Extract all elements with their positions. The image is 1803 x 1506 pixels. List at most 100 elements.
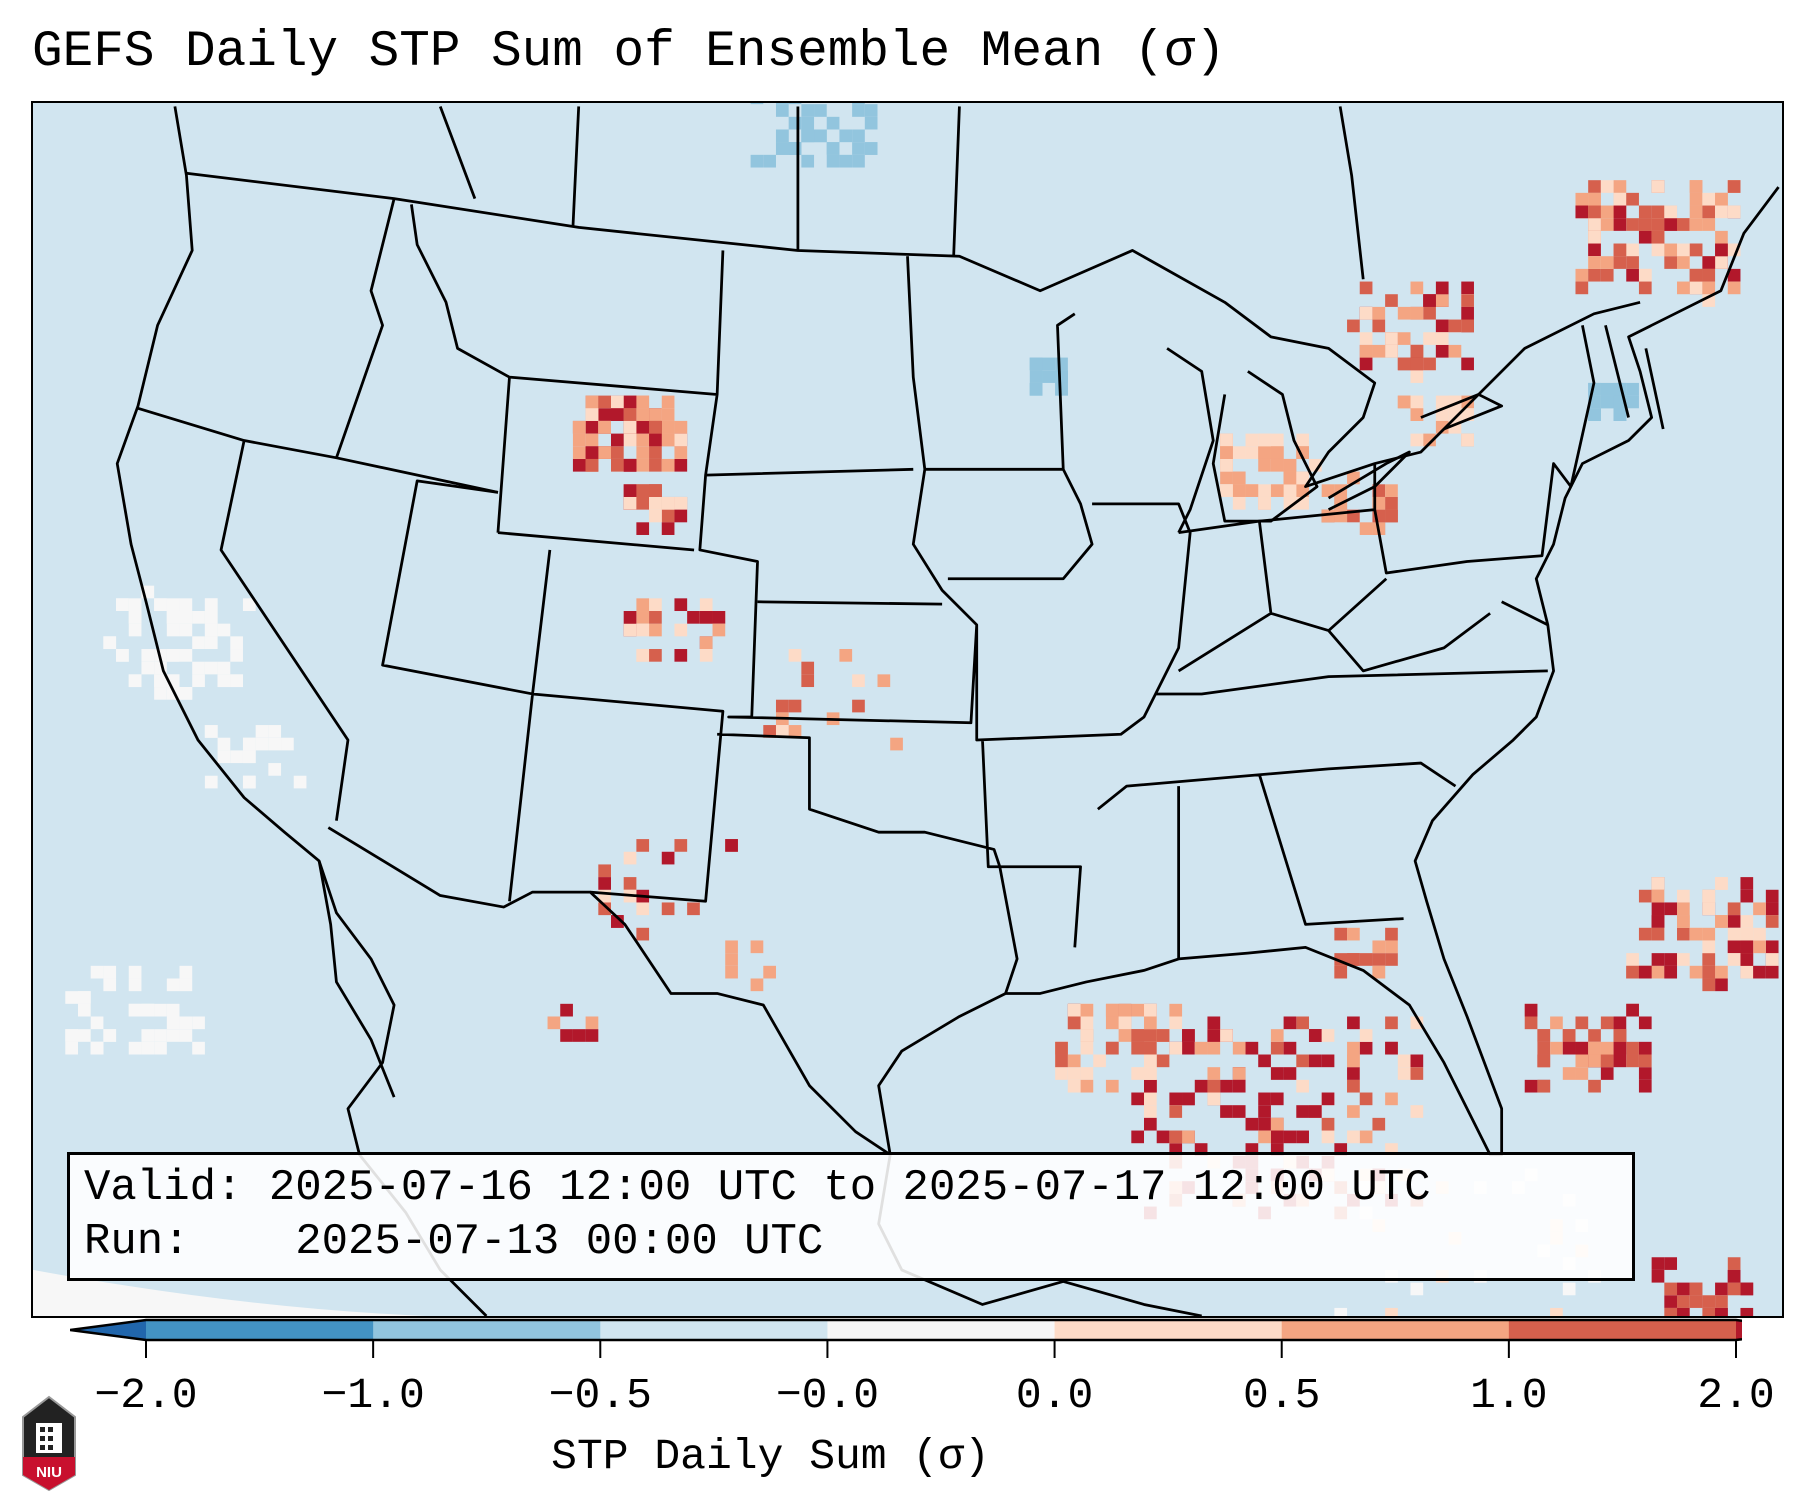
stp-cell [1638,965,1652,979]
stp-cell [1715,915,1728,928]
stp-cell [611,446,624,459]
stp-cell [1727,205,1741,219]
stp-cell [1740,877,1754,890]
stp-cell [1093,1054,1106,1068]
stp-cell [801,129,815,143]
stp-cell [1156,1029,1170,1042]
stp-cell [1410,433,1424,447]
colorbar-tick-label: −2.0 [94,1371,198,1420]
stp-cell [1727,180,1741,193]
stp-cell [1677,953,1690,966]
stp-cell [1702,965,1716,979]
stp-cell [1347,1016,1360,1030]
stp-cell [242,598,256,612]
stp-cell [1588,268,1601,282]
stp-cell [1270,433,1284,447]
stp-cell [1182,1092,1195,1106]
stp-cell [560,1003,573,1017]
stp-cell [852,129,865,143]
stp-cell [1689,218,1703,231]
stp-cell [1461,357,1474,371]
stp-cell [1562,1067,1576,1080]
stp-cell [1105,1041,1119,1055]
stp-cell [839,129,853,143]
valid-time-box: Valid: 2025-07-16 12:00 UTC to 2025-07-1… [67,1152,1635,1281]
stp-cell [1397,395,1411,409]
stp-cell [128,978,142,992]
stp-cell [1613,1054,1627,1068]
stp-cell [674,598,688,612]
colorbar-tick-label: 2.0 [1697,1371,1775,1420]
stp-cell [1524,1003,1538,1017]
stp-cell [1385,1016,1398,1030]
stp-cell [1664,1295,1678,1308]
stp-cell [788,699,802,713]
stp-cell [1550,1307,1563,1316]
stp-cell [1651,180,1665,193]
stp-cell [1651,927,1665,941]
stp-cell [1194,1041,1208,1055]
stp-cell [1385,332,1398,345]
stp-cell [1410,306,1424,320]
stp-cell [1702,927,1716,941]
stp-cell [1702,940,1716,954]
stp-cell [1080,1079,1094,1093]
stp-cell [636,598,650,612]
stp-cell [1562,1282,1576,1296]
stp-cell [1689,205,1703,219]
stp-cell [687,611,700,624]
stp-cell [699,598,713,612]
stp-cell [1080,1003,1094,1017]
stp-cell [1664,1257,1678,1270]
stp-cell [1727,1269,1741,1283]
stp-cell [1664,256,1678,269]
stp-cell [1359,1029,1373,1042]
stp-cell [674,509,688,523]
stp-cell [1702,218,1716,231]
stp-cell [1245,1041,1259,1055]
stp-cell [1270,1130,1284,1144]
stp-cell [1740,953,1754,966]
stp-cell [1042,357,1056,371]
valid-label: Valid: [84,1163,243,1213]
stp-cell [128,1041,142,1055]
stp-cell [623,484,637,497]
west-coast [115,106,488,1316]
stp-cell [1588,218,1601,231]
stp-cell [217,737,231,751]
stp-cell [1689,965,1703,979]
stp-cell [1029,382,1043,396]
stp-cell [1765,953,1779,966]
stp-cell [1689,180,1703,193]
stp-cell [649,420,662,434]
stp-cell [1423,332,1436,345]
stp-cell [77,1003,91,1017]
stp-cell [1638,1016,1652,1030]
stp-cell [661,420,675,434]
stp-cell [1702,205,1716,219]
stp-cell [1258,458,1271,472]
stp-cell [801,674,815,688]
stp-cell [1232,496,1246,510]
stp-cell [1638,1054,1652,1068]
stp-cell [788,725,802,738]
stp-cell [179,623,193,637]
stp-cell [1702,281,1716,295]
stp-cell [623,408,637,421]
stp-cell [1423,294,1436,307]
stp-cell [661,509,675,523]
stp-cell [623,851,637,865]
stp-cell [1245,1117,1259,1131]
stp-cell [623,458,637,472]
stp-cell [1689,268,1703,282]
stp-cell [1702,192,1716,206]
stp-cell [242,775,256,789]
outer-region-white [33,1269,602,1316]
stp-cell [649,458,662,472]
stp-cell [77,991,91,1004]
stp-cell [1727,1282,1741,1296]
stp-cell [204,636,218,650]
stp-cell [852,699,865,713]
stp-cell [1740,889,1754,903]
stp-cell [1131,1029,1145,1042]
